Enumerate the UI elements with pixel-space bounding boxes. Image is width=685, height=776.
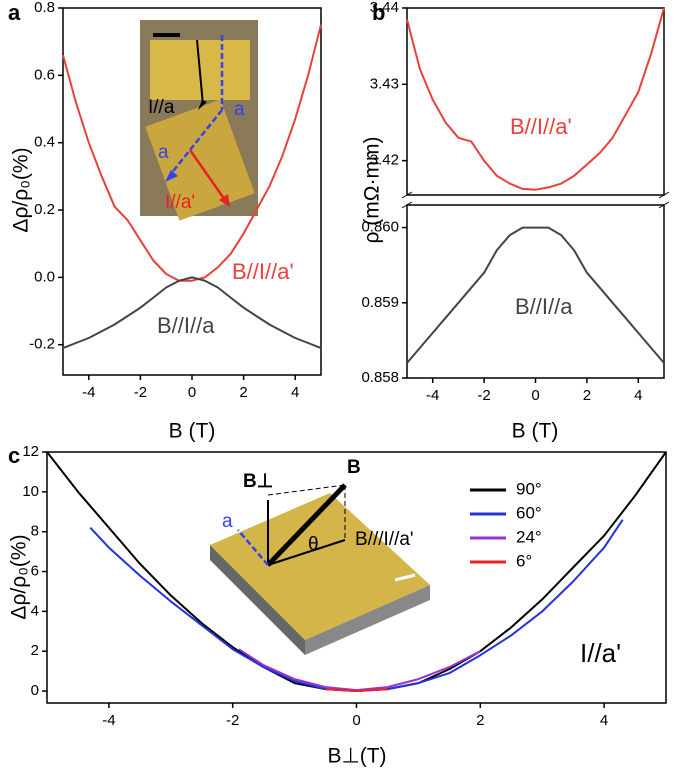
y-tick-label: 0.0 [34,268,55,285]
y-tick-label: 0.860 [361,219,399,236]
y-tick-label: 0.859 [361,294,399,311]
y-tick-label: 8 [31,523,39,540]
axis-break [658,201,670,209]
y-tick-label: 3.43 [370,75,399,92]
x-tick-label: -2 [226,712,239,729]
legend-label: 60° [516,503,542,522]
y-axis-label: Δρ/ρ₀(%) [10,147,33,232]
y-axis-label: Δρ/ρ₀(%) [8,534,31,619]
legend-label: 6° [516,551,532,570]
inset-label: B⊥ [243,471,273,492]
y-tick-label: 0.2 [34,201,55,218]
series-label: B//I//a [157,313,215,338]
x-axis-label: B (T) [169,420,216,443]
series-line [325,688,388,692]
inset-label: a [158,142,169,163]
x-tick-label: 4 [634,387,642,404]
annotation: I//a' [580,638,621,668]
inset-label: I//a [148,97,175,118]
series-line [62,276,322,350]
axis-break [658,191,670,199]
y-tick-label: 0 [31,682,39,699]
x-tick-label: -4 [426,387,439,404]
y-tick-label: 0.6 [34,66,55,83]
y-tick-label: 3.44 [370,0,399,16]
inset-label: B///I//a' [355,529,414,550]
y-tick-label: 3.42 [370,152,399,169]
series-line [406,7,665,191]
inset-label: θ [308,534,319,555]
series-line [238,648,481,692]
x-tick-label: -4 [82,384,95,401]
x-tick-label: -4 [102,712,115,729]
x-tick-label: -2 [134,384,147,401]
inset-photo-a [140,20,258,221]
y-tick-label: 4 [31,602,39,619]
y-tick-label: -0.2 [29,336,55,353]
legend-label: 90° [516,479,542,498]
y-tick-label: 0.8 [34,0,55,16]
panel-label: b [372,0,385,25]
x-tick-label: 0 [352,712,360,729]
y-tick-label: 0.858 [361,369,399,386]
inset-label: I//a' [165,192,195,213]
legend-label: 24° [516,527,542,546]
x-tick-label: 2 [583,387,591,404]
inset-label: a [234,99,245,120]
y-axis-label: ρ (mΩ·mm) [361,137,384,244]
inset-label: a [222,511,233,532]
axis-break [401,191,413,199]
y-tick-label: 12 [22,443,39,460]
series-label: B//I//a' [510,114,572,139]
x-tick-label: 4 [600,712,608,729]
y-tick-label: 6 [31,562,39,579]
x-tick-label: 0 [188,384,196,401]
y-tick-label: 0.4 [34,134,55,151]
x-axis-label: B⊥(T) [327,745,386,768]
series-label: B//I//a' [232,259,294,284]
panel-label: a [8,0,21,25]
inset-label: B [347,457,361,478]
y-tick-label: 2 [31,642,39,659]
plot-frame [406,204,665,379]
series-line [406,226,665,364]
x-axis-label: B (T) [512,420,559,443]
x-tick-label: 2 [239,384,247,401]
x-tick-label: -2 [477,387,490,404]
series-label: B//I//a [515,294,573,319]
x-tick-label: 0 [531,387,539,404]
y-tick-label: 10 [22,483,39,500]
inset-device-c [210,483,430,655]
plot-frame [406,7,665,196]
series-line [62,24,322,282]
panel-label: c [8,443,20,468]
x-tick-label: 2 [476,712,484,729]
x-tick-label: 4 [291,384,299,401]
axis-break [401,201,413,209]
